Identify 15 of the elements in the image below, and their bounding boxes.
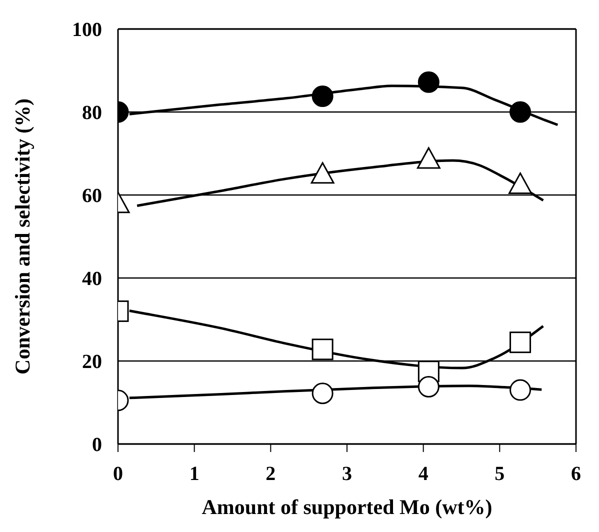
y-tick-label: 60: [82, 185, 102, 208]
x-tick-label: 4: [418, 463, 428, 486]
y-tick-label: 40: [82, 268, 102, 290]
y-tick-label: 20: [82, 351, 102, 374]
y-tick-label: 100: [72, 19, 102, 42]
y-tick-label: 0: [92, 434, 102, 456]
x-tick-label: 0: [113, 463, 123, 486]
x-tick-label: 2: [266, 463, 276, 486]
x-tick-label: 6: [571, 463, 581, 486]
y-axis-title: Conversion and selectivity (%): [10, 98, 34, 374]
x-axis-title: Amount of supported Mo (wt%): [202, 495, 492, 519]
x-tick-label: 1: [189, 463, 200, 486]
x-tick-label: 3: [342, 463, 352, 486]
x-tick-label: 5: [494, 463, 505, 486]
y-tick-label: 80: [82, 102, 102, 124]
